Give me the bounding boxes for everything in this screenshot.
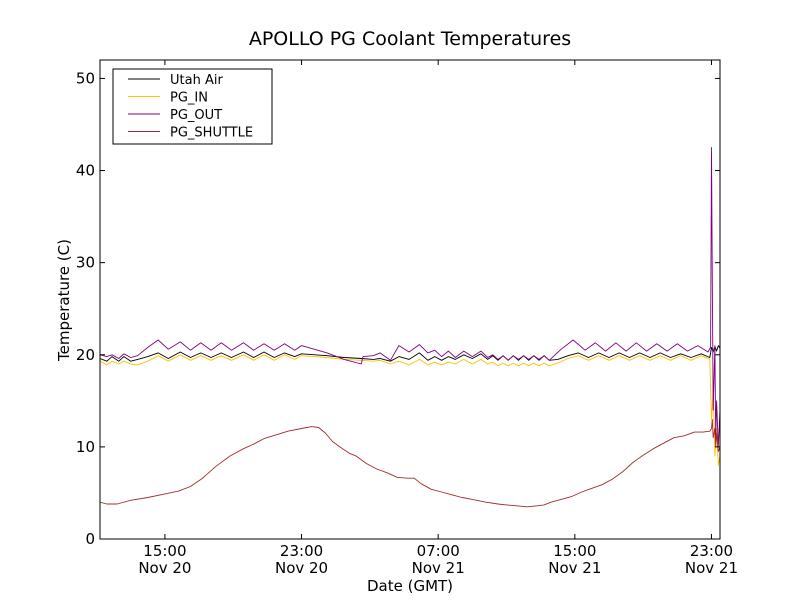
x-tick-label-date: Nov 21 <box>548 559 601 577</box>
y-tick-label: 0 <box>85 530 95 548</box>
y-tick-label: 50 <box>76 69 95 87</box>
series-line-2 <box>99 147 721 448</box>
series-line-3 <box>99 418 721 508</box>
series-line-0 <box>99 345 721 362</box>
x-tick-label-date: Nov 20 <box>275 559 328 577</box>
y-tick-label: 30 <box>76 254 95 272</box>
legend-label-0: Utah Air <box>170 73 223 88</box>
x-tick-label-date: Nov 21 <box>685 559 738 577</box>
x-tick-label-time: 15:00 <box>143 542 186 560</box>
x-tick-label-date: Nov 20 <box>138 559 191 577</box>
series-layer <box>99 147 721 508</box>
legend: Utah Air PG_IN PG_OUT PG_SHUTTLE <box>112 68 273 145</box>
chart-title: APOLLO PG Coolant Temperatures <box>249 28 571 50</box>
x-tick-label-time: 23:00 <box>690 542 733 560</box>
legend-label-2: PG_OUT <box>170 108 222 123</box>
y-axis-label: Temperature (C) <box>55 239 73 362</box>
x-tick-label-time: 07:00 <box>417 542 460 560</box>
legend-label-1: PG_IN <box>170 91 208 106</box>
y-tick-label: 20 <box>76 346 95 364</box>
x-tick-label-time: 23:00 <box>280 542 323 560</box>
x-tick-label-time: 15:00 <box>553 542 596 560</box>
x-tick-label-date: Nov 21 <box>412 559 465 577</box>
y-tick-label: 10 <box>76 438 95 456</box>
x-axis-label: Date (GMT) <box>367 577 453 595</box>
y-tick-label: 40 <box>76 162 95 180</box>
legend-label-3: PG_SHUTTLE <box>170 126 253 141</box>
series-line-1 <box>99 354 721 466</box>
plot-frame <box>99 59 721 540</box>
